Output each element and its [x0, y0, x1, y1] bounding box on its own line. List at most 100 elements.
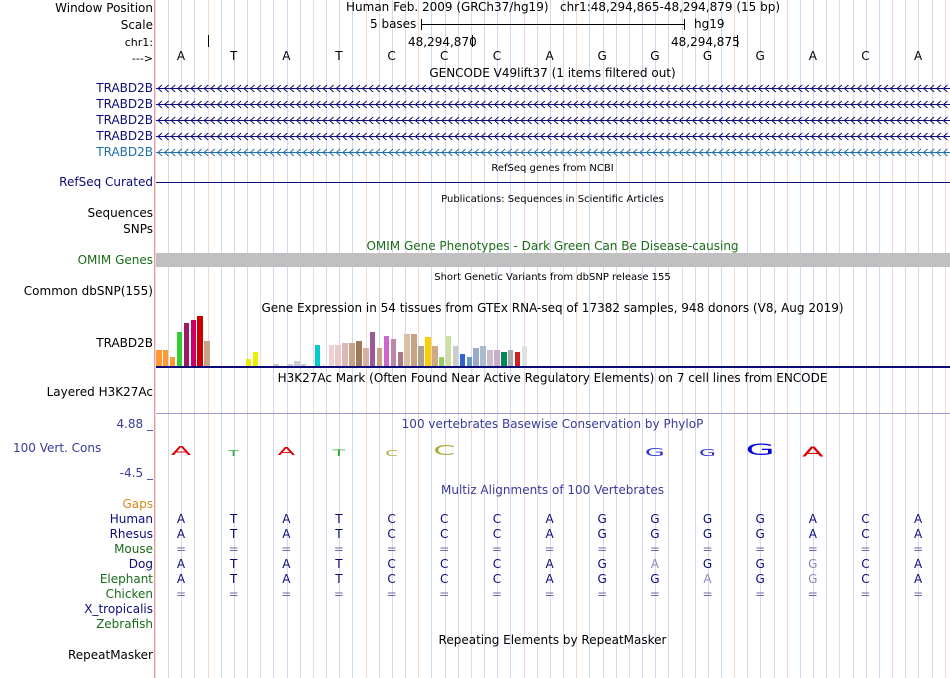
gtex-tissue-bar[interactable] [363, 348, 369, 366]
multiz-gaps-label[interactable]: Gaps [122, 497, 153, 511]
aligned-base: A [282, 512, 291, 526]
strand-arrow-icon [289, 132, 295, 141]
gtex-tissue-bar[interactable] [335, 344, 341, 366]
omim-track-title[interactable]: OMIM Gene Phenotypes - Dark Green Can Be… [366, 239, 739, 253]
gencode-transcript-line[interactable] [156, 131, 950, 142]
refseq-track-title[interactable]: RefSeq genes from NCBI [491, 163, 614, 174]
gencode-transcript-line[interactable] [156, 83, 950, 94]
multiz-species-label[interactable]: Human [109, 512, 153, 526]
strand-arrow-icon [896, 148, 902, 157]
gtex-tissue-bar[interactable] [480, 346, 486, 366]
gtex-tissue-bar[interactable] [156, 349, 162, 366]
gtex-tissue-bar[interactable] [342, 342, 348, 366]
gtex-tissue-bar[interactable] [390, 339, 397, 366]
strand-arrow-icon [348, 132, 354, 141]
refseq-gene-line[interactable] [156, 182, 950, 183]
gtex-tissue-bar[interactable] [287, 364, 293, 366]
gtex-tissue-bar[interactable] [273, 364, 279, 366]
gtex-tissue-bar[interactable] [300, 364, 307, 366]
gtex-tissue-bar[interactable] [190, 319, 196, 366]
gtex-tissue-bar[interactable] [425, 337, 431, 366]
gencode-track-title[interactable]: GENCODE V49lift37 (1 items filtered out) [429, 66, 676, 80]
multiz-species-label[interactable]: Rhesus [109, 527, 153, 541]
omim-gene-bar[interactable] [156, 253, 950, 267]
gtex-tissue-bar[interactable] [314, 344, 321, 366]
gtex-tissue-bar[interactable] [183, 323, 190, 366]
h3k27ac-track-title[interactable]: H3K27Ac Mark (Often Found Near Active Re… [277, 371, 828, 385]
gtex-tissue-bar[interactable] [349, 342, 355, 366]
gtex-tissue-bar[interactable] [294, 360, 300, 366]
strand-arrow-icon [355, 100, 361, 109]
gtex-tissue-bar[interactable] [459, 353, 466, 366]
h3k27ac-track-label[interactable]: Layered H3K27Ac [46, 385, 153, 399]
multiz-species-label[interactable]: Mouse [114, 542, 153, 556]
gtex-tissue-bar[interactable] [376, 348, 383, 366]
strand-arrow-icon [493, 148, 499, 157]
strand-arrow-icon [922, 132, 928, 141]
publications-track-title[interactable]: Publications: Sequences in Scientific Ar… [441, 194, 664, 205]
refseq-track-label[interactable]: RefSeq Curated [59, 175, 153, 189]
gtex-tissue-bar[interactable] [204, 341, 210, 366]
gencode-transcript-label[interactable]: TRABD2B [96, 113, 153, 127]
gtex-tissue-bar[interactable] [466, 357, 472, 366]
gencode-transcript-label[interactable]: TRABD2B [96, 129, 153, 143]
gtex-tissue-bar[interactable] [445, 335, 452, 366]
aligned-base: G [597, 512, 607, 526]
multiz-species-label[interactable]: Dog [128, 557, 153, 571]
repeatmasker-track-label[interactable]: RepeatMasker [67, 648, 153, 662]
gtex-tissue-bar[interactable] [411, 333, 417, 366]
repeatmasker-track-title[interactable]: Repeating Elements by RepeatMasker [438, 633, 667, 647]
publications-sequences-label[interactable]: Sequences [87, 206, 153, 220]
gtex-tissue-bar[interactable] [514, 351, 521, 366]
gencode-transcript-line[interactable] [156, 99, 950, 110]
gtex-tissue-bar[interactable] [438, 357, 445, 366]
multiz-species-label[interactable]: Chicken [105, 587, 153, 601]
gencode-transcript-label[interactable]: TRABD2B [96, 145, 153, 159]
dbsnp-track-label[interactable]: Common dbSNP(155) [23, 284, 153, 298]
gtex-tissue-bar[interactable] [321, 364, 328, 366]
gtex-tissue-bar[interactable] [383, 335, 390, 366]
gtex-tissue-bar[interactable] [404, 333, 410, 366]
gtex-tissue-bar[interactable] [162, 349, 169, 366]
gtex-tissue-bar[interactable] [418, 346, 424, 366]
gtex-tissue-bar[interactable] [397, 351, 403, 366]
gencode-transcript-label[interactable]: TRABD2B [96, 81, 153, 95]
gtex-tissue-bar[interactable] [487, 349, 493, 366]
gtex-tissue-bar[interactable] [521, 346, 528, 366]
gtex-tissue-bar[interactable] [473, 348, 479, 366]
gtex-tissue-bar[interactable] [432, 346, 438, 366]
strand-arrow-icon [751, 84, 757, 93]
gtex-tissue-bar[interactable] [169, 357, 176, 366]
gencode-transcript-line[interactable] [156, 147, 950, 158]
gtex-tissue-bar[interactable] [452, 346, 459, 366]
gencode-transcript-line[interactable] [156, 115, 950, 126]
gtex-tissue-bar[interactable] [501, 351, 507, 366]
omim-track-label[interactable]: OMIM Genes [77, 253, 153, 267]
gtex-track-title[interactable]: Gene Expression in 54 tissues from GTEx … [261, 301, 844, 315]
multiz-species-label[interactable]: X_tropicalis [84, 602, 153, 616]
aligned-base: = [755, 542, 766, 556]
reference-base: C [492, 49, 502, 63]
multiz-species-label[interactable]: Zebrafish [96, 617, 153, 631]
dbsnp-track-title[interactable]: Short Genetic Variants from dbSNP releas… [434, 272, 671, 283]
gtex-track-label[interactable]: TRABD2B [96, 336, 153, 350]
strand-arrow-icon [573, 100, 579, 109]
gtex-tissue-bar[interactable] [369, 332, 376, 366]
gencode-transcript-label[interactable]: TRABD2B [96, 97, 153, 111]
gtex-tissue-bar[interactable] [176, 332, 183, 366]
gtex-tissue-bar[interactable] [356, 341, 362, 366]
gtex-tissue-bar[interactable] [245, 358, 252, 366]
gtex-bar-chart[interactable] [156, 314, 950, 367]
gtex-tissue-bar[interactable] [328, 344, 334, 366]
strand-arrow-icon [929, 100, 935, 109]
multiz-species-label[interactable]: Elephant [99, 572, 153, 586]
multiz-track-title[interactable]: Multiz Alignments of 100 Vertebrates [440, 483, 665, 497]
gtex-tissue-bar[interactable] [252, 351, 259, 366]
gtex-tissue-bar[interactable] [494, 349, 500, 366]
gtex-tissue-bar[interactable] [197, 316, 203, 366]
phylop-track-title[interactable]: 100 vertebrates Basewise Conservation by… [401, 417, 704, 431]
phylop-track-label[interactable]: 100 Vert. Cons [13, 441, 102, 455]
publications-snps-label[interactable]: SNPs [123, 222, 153, 236]
gtex-tissue-bar[interactable] [507, 349, 514, 366]
